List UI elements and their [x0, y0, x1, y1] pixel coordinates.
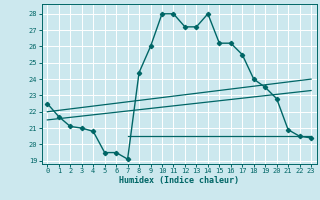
X-axis label: Humidex (Indice chaleur): Humidex (Indice chaleur) — [119, 176, 239, 185]
